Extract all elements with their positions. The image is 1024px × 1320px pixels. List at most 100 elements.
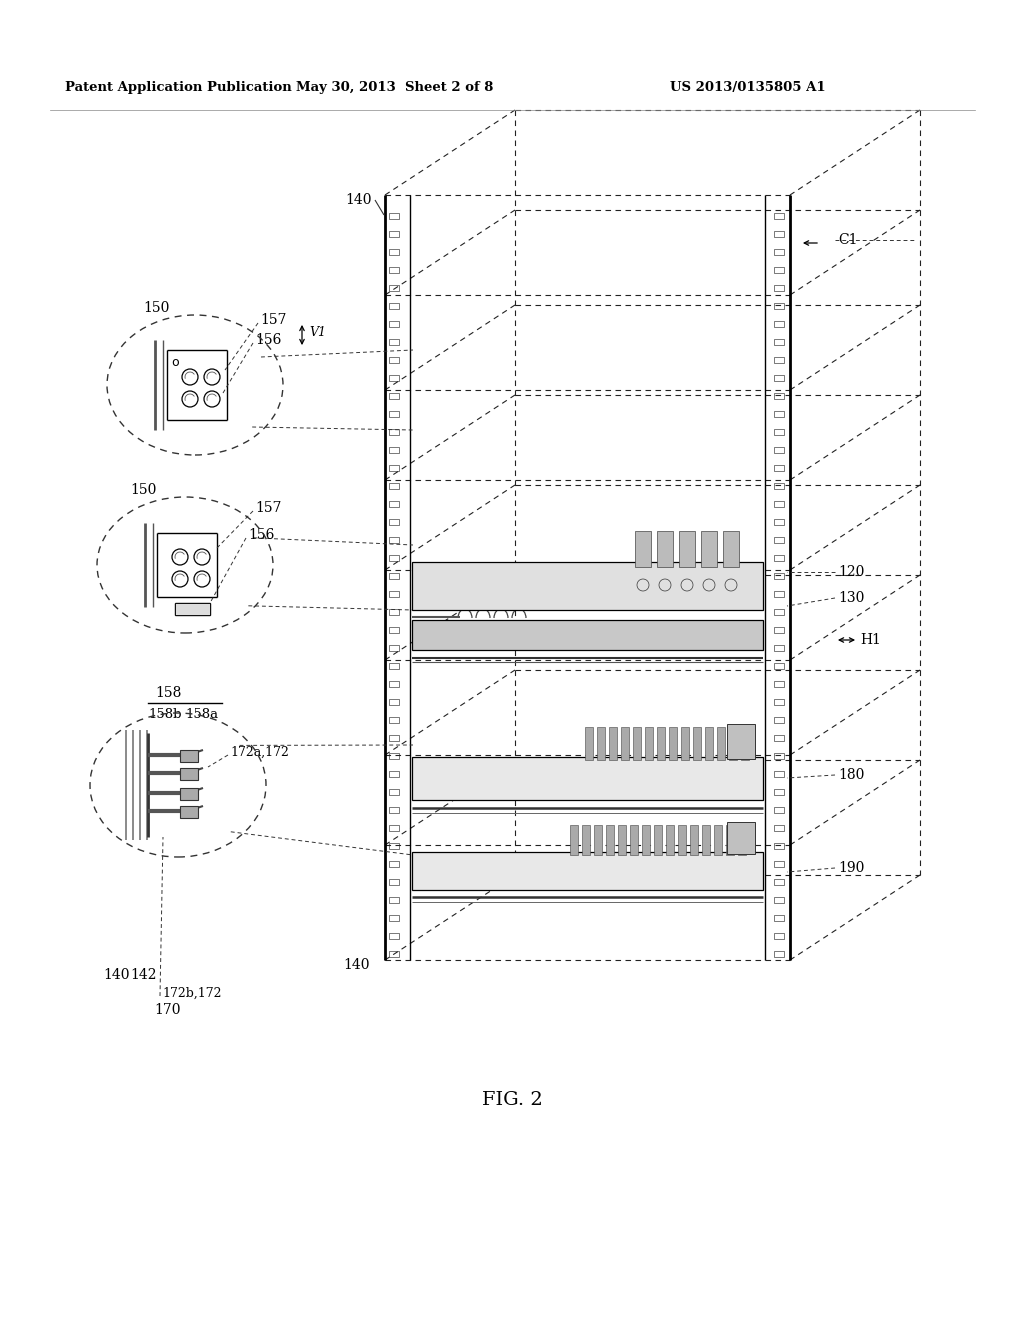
Bar [774, 879, 784, 884]
Bar [774, 771, 784, 777]
Bar [774, 627, 784, 634]
Bar [389, 807, 399, 813]
Text: US 2013/0135805 A1: US 2013/0135805 A1 [670, 82, 825, 95]
Bar [774, 502, 784, 507]
Bar [727, 723, 755, 759]
Bar [774, 537, 784, 543]
Text: 142: 142 [130, 968, 157, 982]
Bar [606, 825, 614, 855]
Bar [774, 717, 784, 723]
Bar [774, 285, 784, 290]
Bar [389, 573, 399, 579]
Bar [774, 591, 784, 597]
Bar [774, 231, 784, 238]
Bar [389, 591, 399, 597]
Bar [180, 807, 198, 818]
Bar [389, 771, 399, 777]
Bar [774, 393, 784, 399]
Bar [389, 843, 399, 849]
Bar [389, 681, 399, 686]
Bar [389, 375, 399, 381]
Bar [717, 727, 725, 760]
Bar [412, 851, 763, 890]
Text: 170: 170 [155, 1003, 181, 1016]
Bar [774, 447, 784, 453]
Bar [729, 727, 737, 760]
Text: 150: 150 [143, 301, 169, 315]
Bar [635, 531, 651, 568]
Bar [678, 825, 686, 855]
Bar [594, 825, 602, 855]
Bar [774, 825, 784, 832]
Bar [774, 356, 784, 363]
Bar [774, 681, 784, 686]
Bar [774, 898, 784, 903]
Bar [389, 213, 399, 219]
Bar [389, 231, 399, 238]
Text: 150: 150 [130, 483, 157, 498]
Bar [389, 752, 399, 759]
Bar [727, 822, 755, 854]
Bar [681, 727, 689, 760]
Bar [774, 519, 784, 525]
Text: C1: C1 [838, 234, 857, 247]
Bar [654, 825, 662, 855]
Bar [642, 825, 650, 855]
Bar [774, 933, 784, 939]
Bar [389, 356, 399, 363]
Bar [389, 915, 399, 921]
Bar [389, 249, 399, 255]
Bar [669, 727, 677, 760]
Bar [774, 429, 784, 436]
Bar [389, 861, 399, 867]
Bar [774, 609, 784, 615]
Bar [582, 825, 590, 855]
Bar [389, 411, 399, 417]
Text: 140: 140 [103, 968, 129, 982]
Text: 156: 156 [248, 528, 274, 543]
Bar [774, 861, 784, 867]
Text: 158: 158 [155, 686, 181, 700]
Bar [389, 554, 399, 561]
Bar [701, 531, 717, 568]
Text: o: o [171, 356, 179, 370]
Bar [738, 825, 746, 855]
Text: 140: 140 [345, 193, 372, 207]
Bar [570, 825, 578, 855]
Bar [705, 727, 713, 760]
Bar [389, 304, 399, 309]
Bar [774, 321, 784, 327]
Bar [774, 375, 784, 381]
Bar [412, 562, 763, 610]
Bar [389, 537, 399, 543]
Text: 190: 190 [838, 861, 864, 875]
Bar [389, 735, 399, 741]
Bar [633, 727, 641, 760]
Bar [774, 249, 784, 255]
Bar [774, 339, 784, 345]
Bar [585, 727, 593, 760]
Text: 157: 157 [260, 313, 287, 327]
Bar [389, 663, 399, 669]
Text: May 30, 2013  Sheet 2 of 8: May 30, 2013 Sheet 2 of 8 [296, 82, 494, 95]
Bar [389, 950, 399, 957]
Text: 130: 130 [838, 591, 864, 605]
Text: 120: 120 [838, 565, 864, 579]
Bar [774, 700, 784, 705]
Bar [774, 789, 784, 795]
Bar [180, 750, 198, 762]
Bar [774, 843, 784, 849]
Bar [666, 825, 674, 855]
Bar [774, 915, 784, 921]
Bar [774, 752, 784, 759]
Bar [657, 727, 665, 760]
Bar [180, 768, 198, 780]
Bar [774, 554, 784, 561]
Bar [723, 531, 739, 568]
Bar [630, 825, 638, 855]
Bar [690, 825, 698, 855]
Text: H1: H1 [860, 634, 881, 647]
Bar [774, 267, 784, 273]
Bar [618, 825, 626, 855]
Bar [774, 645, 784, 651]
